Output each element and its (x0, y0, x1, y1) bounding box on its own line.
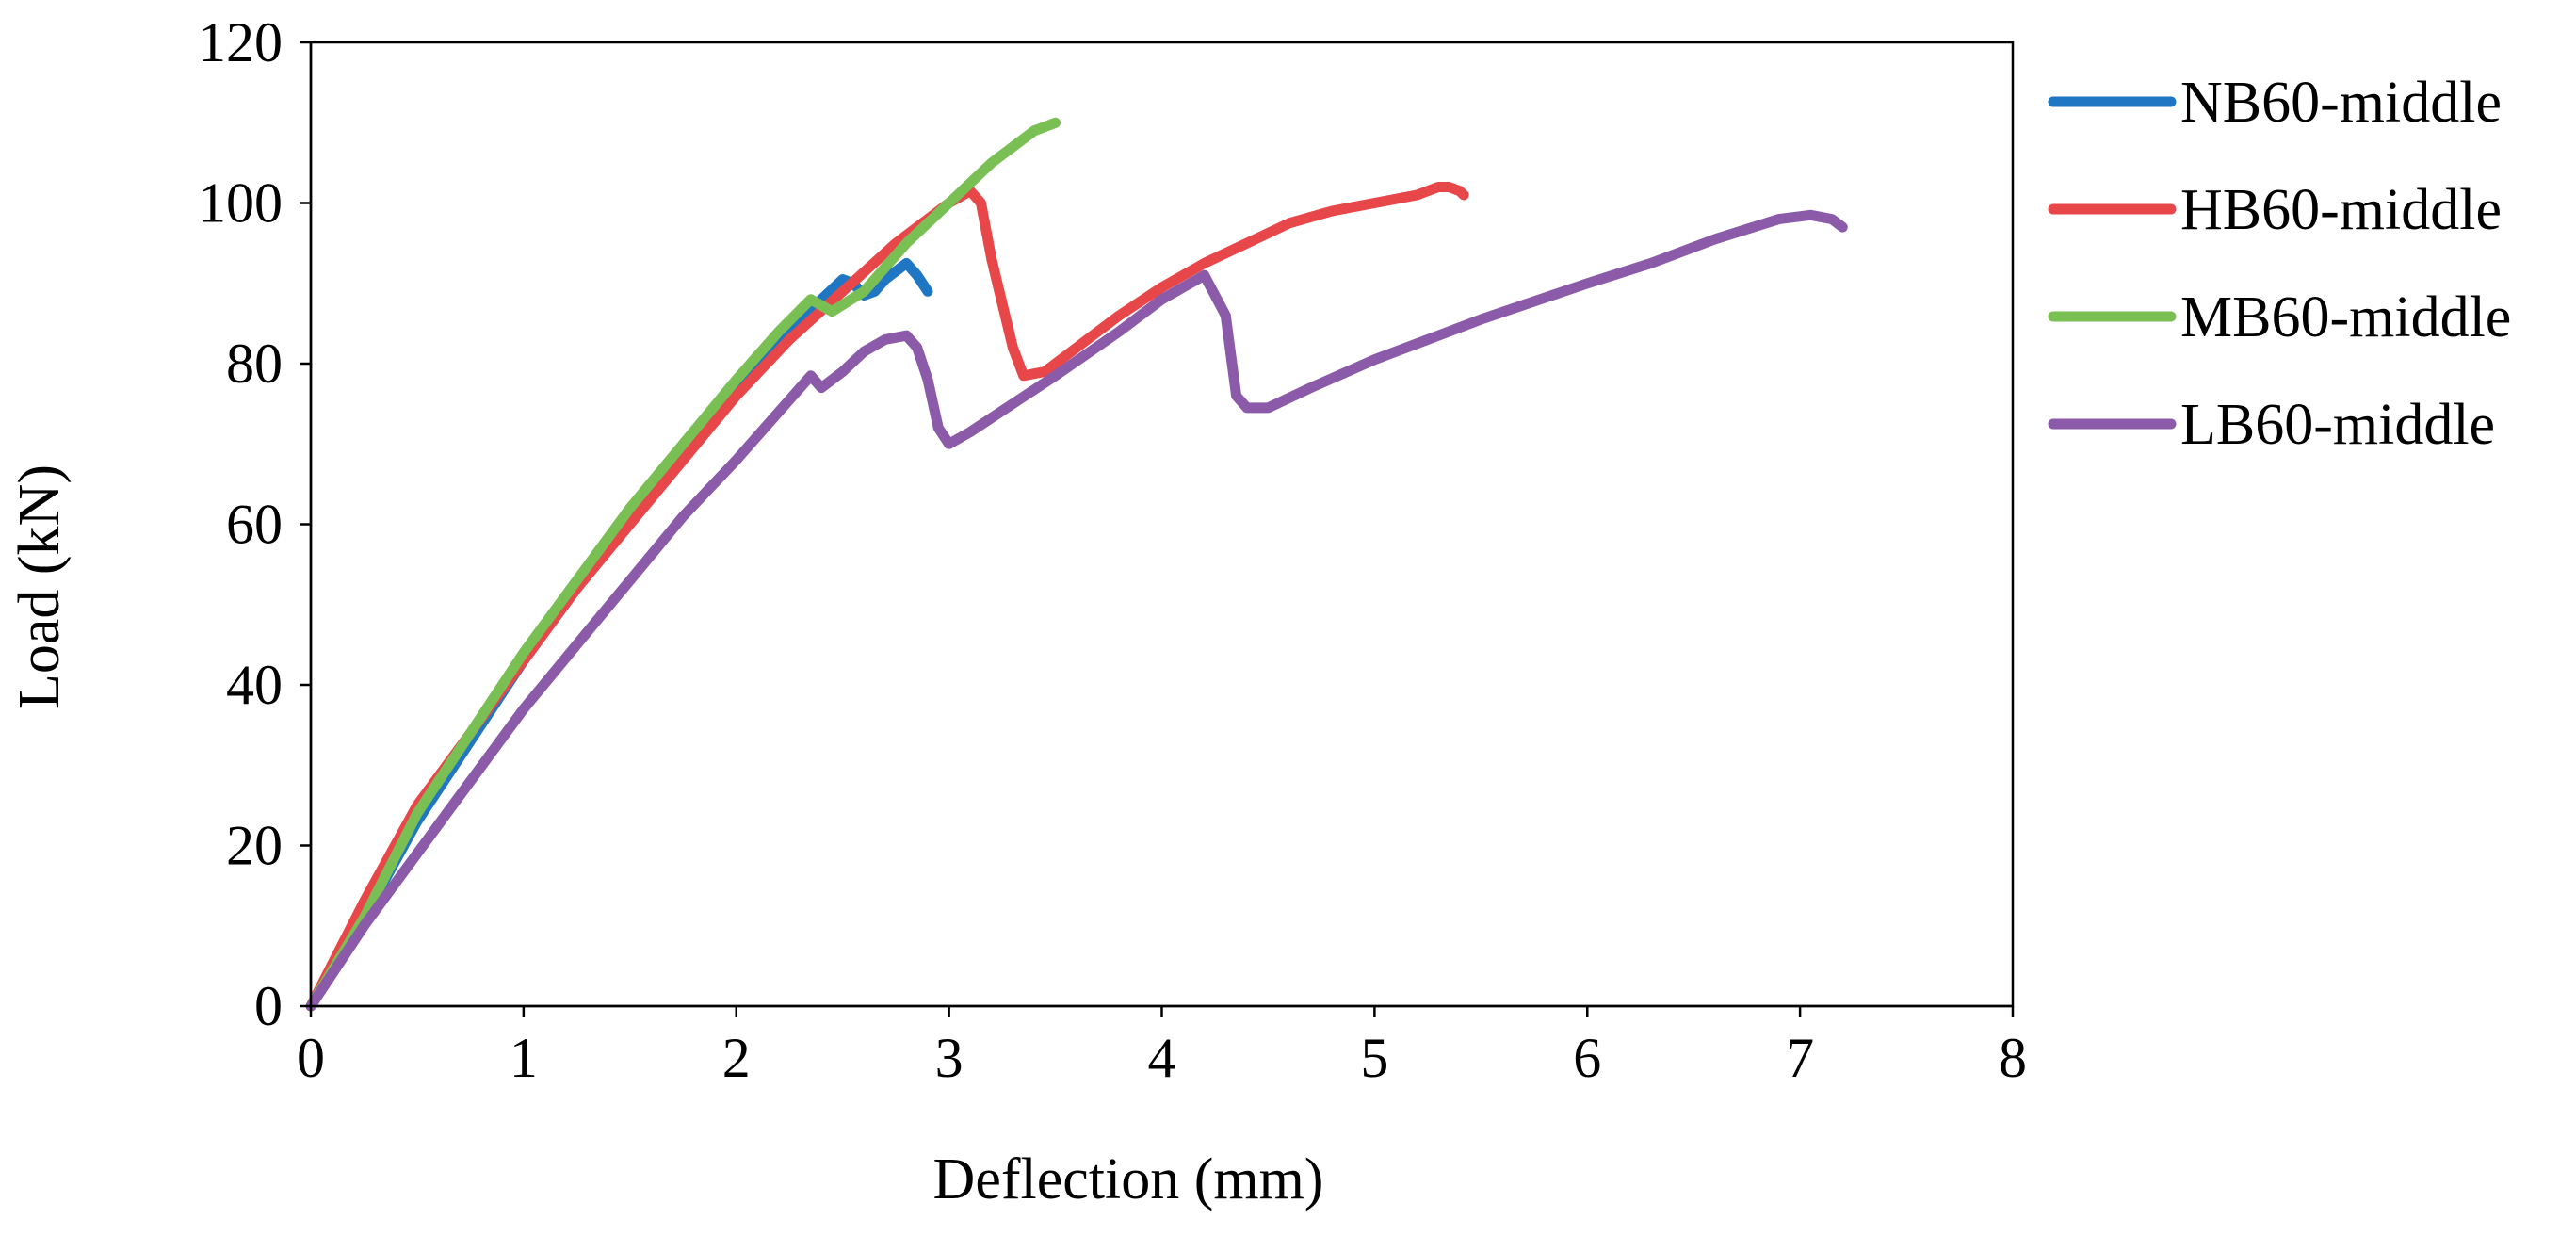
x-tick-label: 4 (1148, 1027, 1176, 1089)
legend-item: MB60-middle (2048, 285, 2511, 350)
y-tick-label: 0 (254, 975, 283, 1037)
y-tick-label: 60 (226, 494, 283, 556)
x-tick-label: 0 (297, 1027, 325, 1089)
legend-label: MB60-middle (2180, 285, 2511, 350)
series-line-mb60-middle (305, 117, 1061, 1012)
legend-item: LB60-middle (2048, 393, 2495, 457)
x-tick-label: 2 (722, 1027, 751, 1089)
legend: NB60-middle HB60-middle MB60-middle LB60-mi… (2048, 71, 2511, 457)
y-tick-label: 100 (198, 172, 283, 235)
x-tick-label: 3 (935, 1027, 964, 1089)
y-axis-title: Load (kN) (8, 464, 72, 709)
x-tick-label: 1 (510, 1027, 538, 1089)
series-group (305, 117, 1848, 1012)
y-tick-label: 120 (198, 11, 283, 73)
series-line-hb60-middle (305, 182, 1469, 1012)
legend-item: HB60-middle (2048, 178, 2502, 242)
y-tick-label: 80 (226, 333, 283, 395)
plot-frame (309, 41, 2015, 1008)
x-tick-label: 8 (1999, 1027, 2027, 1089)
y-tick-label: 40 (226, 654, 283, 716)
y-tick-label: 20 (226, 815, 283, 877)
plot-area (309, 41, 2015, 1008)
legend-label: LB60-middle (2180, 393, 2495, 457)
x-axis-title: Deflection (mm) (933, 1147, 1324, 1212)
series-line-lb60-middle (305, 209, 1848, 1012)
legend-label: NB60-middle (2180, 71, 2502, 135)
legend-label: HB60-middle (2180, 178, 2502, 242)
x-tick-label: 7 (1786, 1027, 1814, 1089)
x-tick-label: 6 (1573, 1027, 1601, 1089)
x-tick-label: 5 (1360, 1027, 1388, 1089)
legend-item: NB60-middle (2048, 71, 2502, 135)
